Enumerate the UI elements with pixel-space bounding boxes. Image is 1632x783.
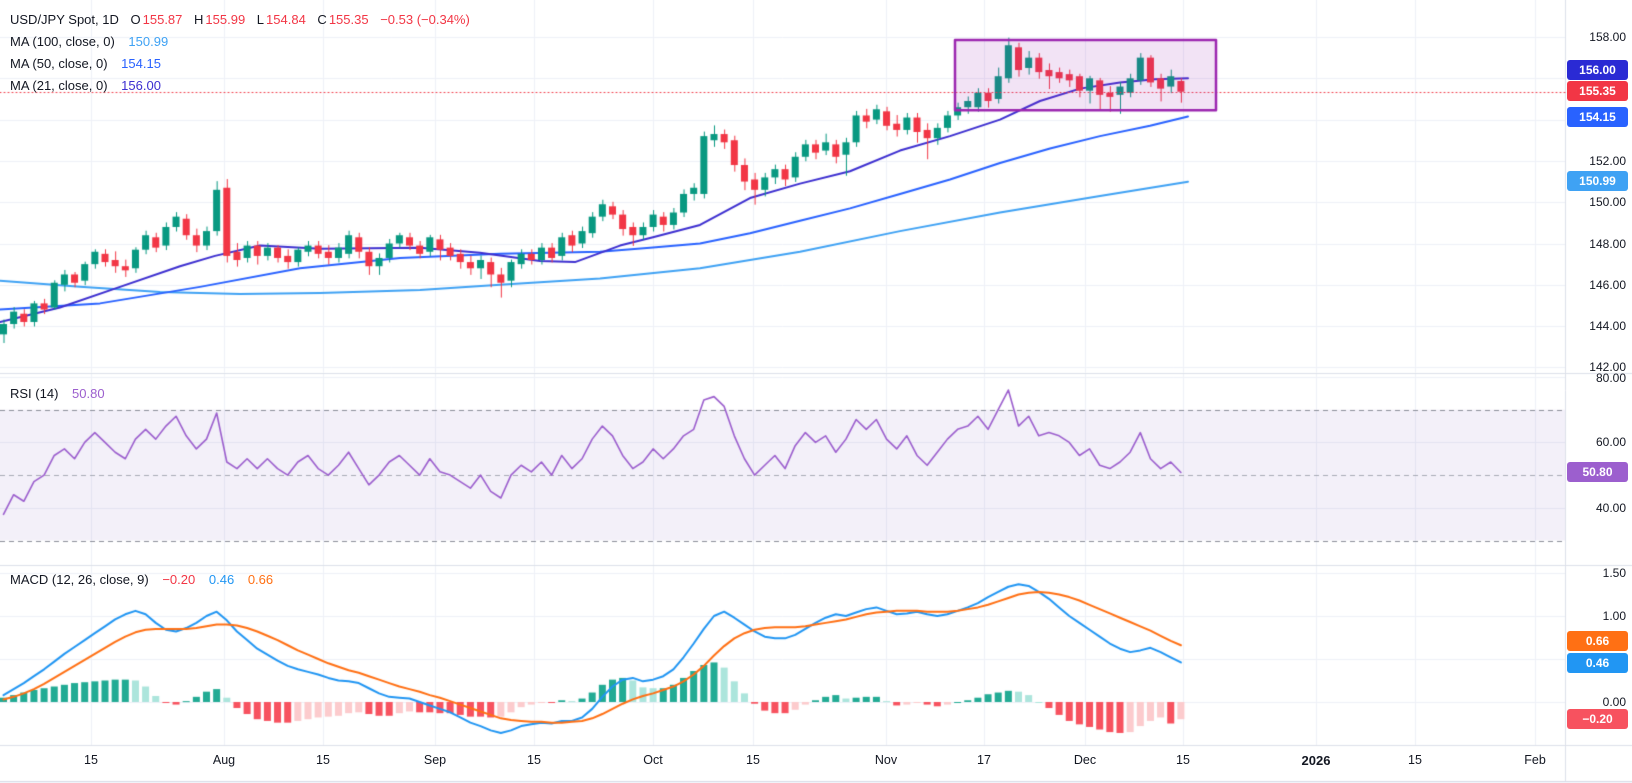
price-axis-label: 150.00 bbox=[1589, 195, 1626, 209]
time-axis-label: 15 bbox=[1176, 753, 1190, 767]
price-axis-label: 142.00 bbox=[1589, 360, 1626, 374]
rsi-value: 50.80 bbox=[72, 386, 105, 401]
time-axis-label: Sep bbox=[423, 753, 447, 767]
price-axis-label: 1.50 bbox=[1602, 566, 1626, 580]
time-axis-label: 15 bbox=[1408, 753, 1422, 767]
symbol-title[interactable]: USD/JPY Spot, 1D bbox=[10, 12, 119, 27]
price-badge: 0.66 bbox=[1567, 631, 1628, 651]
price-badge: −0.20 bbox=[1567, 709, 1628, 729]
ma100-legend-row[interactable]: MA (100, close, 0) 150.99 bbox=[10, 31, 470, 53]
macd-hist-value: −0.20 bbox=[162, 572, 196, 587]
time-axis-label: Aug bbox=[212, 753, 236, 767]
price-axis-label: 80.00 bbox=[1595, 371, 1626, 385]
macd-signal-value: 0.66 bbox=[247, 572, 274, 587]
price-axis-label: 0.00 bbox=[1602, 695, 1626, 709]
ma100-value: 150.99 bbox=[128, 34, 169, 49]
price-axis-label: 158.00 bbox=[1589, 30, 1626, 44]
symbol-row: USD/JPY Spot, 1D O 155.87 H 155.99 L 154.84… bbox=[10, 9, 470, 31]
ma50-label: MA (50, close, 0) bbox=[10, 56, 108, 71]
high-value: 155.99 bbox=[205, 12, 246, 27]
macd-line-value: 0.46 bbox=[208, 572, 235, 587]
price-axis-label: 60.00 bbox=[1595, 435, 1626, 449]
close-label: C bbox=[317, 12, 327, 27]
low-value: 154.84 bbox=[266, 12, 306, 27]
price-badge: 50.80 bbox=[1567, 462, 1628, 482]
time-axis-label: 15 bbox=[527, 753, 541, 767]
price-scale[interactable]: 158.00 152.00 150.00 148.00 146.00 144.00 142.… bbox=[1565, 0, 1632, 781]
time-axis-label: 15 bbox=[316, 753, 330, 767]
price-badge: 155.35 bbox=[1567, 81, 1628, 101]
time-axis-label: 17 bbox=[977, 753, 991, 767]
close-value: 155.35 bbox=[328, 12, 369, 27]
price-axis-label: 1.00 bbox=[1602, 609, 1626, 623]
price-axis-label: 40.00 bbox=[1595, 501, 1626, 515]
price-badge: 0.46 bbox=[1567, 653, 1628, 673]
time-axis-label: Feb bbox=[1524, 753, 1546, 767]
change-value: −0.53 (−0.34%) bbox=[380, 12, 470, 27]
ma50-value: 154.15 bbox=[121, 56, 161, 71]
ma21-legend-row[interactable]: MA (21, close, 0) 156.00 bbox=[10, 75, 470, 97]
price-badge: 150.99 bbox=[1567, 171, 1628, 191]
time-axis-label: Oct bbox=[643, 753, 663, 767]
macd-legend[interactable]: MACD (12, 26, close, 9) −0.20 0.46 0.66 bbox=[10, 569, 273, 591]
rsi-label: RSI (14) bbox=[10, 386, 59, 401]
price-badge: 154.15 bbox=[1567, 107, 1628, 127]
ma21-value: 156.00 bbox=[121, 78, 161, 93]
ma50-legend-row[interactable]: MA (50, close, 0) 154.15 bbox=[10, 53, 470, 75]
high-label: H bbox=[194, 12, 204, 27]
time-scale[interactable]: 15 Aug 15 Sep 15 Oct 15 Nov 17 Dec 15 2026 15 Feb bbox=[0, 745, 1632, 781]
time-axis-label: Dec bbox=[1073, 753, 1097, 767]
main-legend: USD/JPY Spot, 1D O 155.87 H 155.99 L 154.84… bbox=[10, 9, 470, 97]
price-badge: 156.00 bbox=[1567, 60, 1628, 80]
macd-label: MACD (12, 26, close, 9) bbox=[10, 572, 149, 587]
time-axis-label: 15 bbox=[84, 753, 98, 767]
price-axis-label: 152.00 bbox=[1589, 154, 1626, 168]
ma100-label: MA (100, close, 0) bbox=[10, 34, 115, 49]
low-label: L bbox=[256, 12, 265, 27]
price-axis-label: 146.00 bbox=[1589, 278, 1626, 292]
time-axis-label: 15 bbox=[746, 753, 760, 767]
time-axis-label: 2026 bbox=[1301, 753, 1331, 768]
rsi-legend[interactable]: RSI (14) 50.80 bbox=[10, 383, 105, 405]
open-label: O bbox=[130, 12, 141, 27]
price-axis-label: 144.00 bbox=[1589, 319, 1626, 333]
ma21-label: MA (21, close, 0) bbox=[10, 78, 108, 93]
price-axis-label: 148.00 bbox=[1589, 237, 1626, 251]
open-value: 155.87 bbox=[142, 12, 183, 27]
time-axis-label: Nov bbox=[874, 753, 898, 767]
